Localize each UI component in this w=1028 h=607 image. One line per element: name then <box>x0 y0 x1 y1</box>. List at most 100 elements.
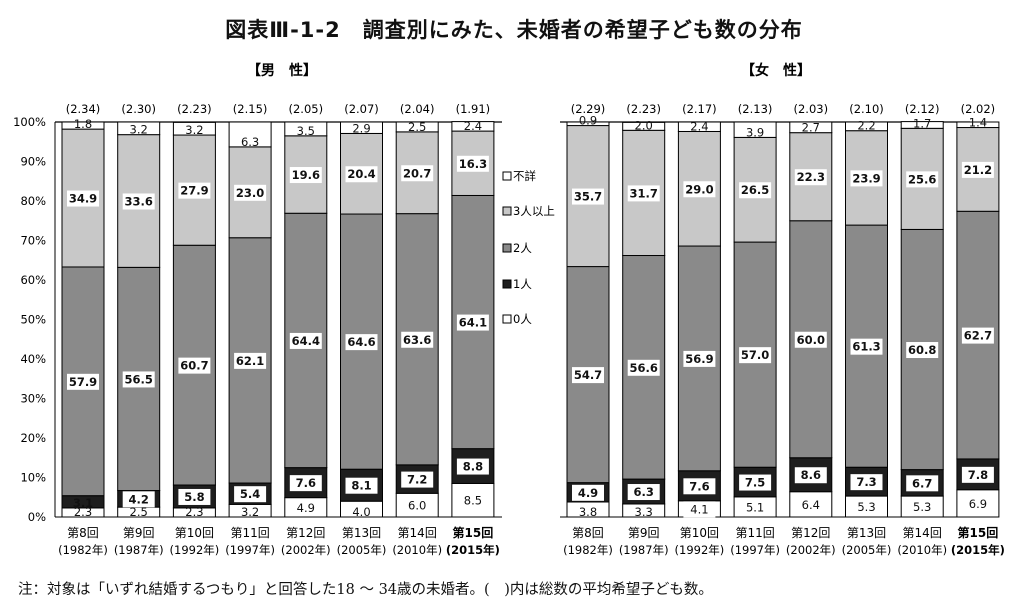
x-tick-label: 第8回 <box>67 526 99 540</box>
bar-segment-unknown <box>733 121 777 138</box>
data-label-bg <box>289 332 322 349</box>
footnote: 注：対象は「いずれ結婚するつもり」と回答した18 ～ 34歳の未婚者。( )内は… <box>18 582 713 598</box>
x-tick-label: (1987年) <box>619 543 669 557</box>
data-label: 16.3 <box>459 157 487 171</box>
data-label: 64.1 <box>459 316 487 330</box>
data-label-bg <box>739 347 772 364</box>
bar-segment-unknown <box>117 121 161 136</box>
data-label: 57.0 <box>741 348 769 362</box>
bar-segment-unknown <box>451 121 495 132</box>
data-label: 2.4 <box>690 119 708 133</box>
x-tick-label: (2010年) <box>392 543 442 557</box>
data-label: 21.2 <box>964 163 992 177</box>
y-tick-label: 90% <box>20 155 46 169</box>
data-label: 0.9 <box>579 114 597 128</box>
data-label: 6.3 <box>241 135 259 149</box>
data-label-bg <box>627 359 660 376</box>
data-label: 64.6 <box>347 335 375 349</box>
data-label: 3.2 <box>130 123 148 137</box>
data-label-bg <box>401 471 434 488</box>
y-tick-label: 70% <box>20 234 46 248</box>
data-label: 4.9 <box>297 501 315 515</box>
y-tick-label: 0% <box>28 510 46 524</box>
data-label: 3.1 <box>73 496 93 510</box>
data-label: 1.7 <box>913 116 931 130</box>
data-label: 54.7 <box>574 368 602 382</box>
data-label: 23.0 <box>236 186 264 200</box>
data-label: 2.3 <box>74 505 92 519</box>
data-label: 63.6 <box>403 333 431 347</box>
data-label: 2.0 <box>635 118 653 132</box>
x-tick-label: 第14回 <box>398 526 437 540</box>
data-label-bg <box>683 501 716 518</box>
data-label-bg <box>456 492 489 509</box>
data-label: 5.8 <box>184 490 204 504</box>
data-label: 3.3 <box>635 505 653 519</box>
data-label-bg <box>122 371 155 388</box>
data-label: 7.3 <box>856 475 876 489</box>
data-label: 4.2 <box>129 492 149 506</box>
data-label-bg <box>961 466 994 483</box>
data-label-bg <box>456 155 489 172</box>
data-label-bg <box>961 495 994 512</box>
data-label: 5.1 <box>746 500 764 514</box>
panel-title: 【女 性】 <box>741 62 811 79</box>
data-label: 2.7 <box>802 121 820 135</box>
x-tick-label: 第10回 <box>680 526 719 540</box>
data-label: 6.9 <box>969 497 987 511</box>
bar-segment-unknown <box>61 121 105 130</box>
x-tick-label: (1982年) <box>58 543 108 557</box>
average-label: (2.30) <box>121 102 156 116</box>
x-tick-label: 第13回 <box>342 526 381 540</box>
data-label-bg <box>572 367 604 384</box>
average-label: (2.13) <box>738 102 773 116</box>
data-label-bg <box>178 488 211 505</box>
y-tick-label: 80% <box>20 194 46 208</box>
bar-segment-unknown <box>845 121 888 132</box>
data-label-bg <box>850 338 883 355</box>
data-label: 64.4 <box>292 334 320 348</box>
legend-swatch <box>502 243 512 253</box>
x-tick-label: (1982年) <box>563 543 613 557</box>
data-label-bg <box>289 167 322 184</box>
legend-swatch <box>502 206 512 216</box>
data-label: 1.4 <box>969 116 987 130</box>
x-tick-label: 第10回 <box>175 526 214 540</box>
data-label: 7.2 <box>407 473 427 487</box>
data-label-bg <box>456 314 489 331</box>
x-tick-label: 第11回 <box>735 526 774 540</box>
y-tick-label: 60% <box>20 273 46 287</box>
data-label-bg <box>178 357 211 374</box>
data-label-bg <box>401 331 434 348</box>
data-label-bg <box>401 165 434 182</box>
data-label: 3.2 <box>185 123 203 137</box>
bars: 2.33.157.934.91.8(2.34)第8回(1982年)2.54.25… <box>58 102 1005 557</box>
x-tick-label: (2015年) <box>446 543 500 557</box>
data-label-bg <box>739 499 772 516</box>
x-tick-label: (2015年) <box>951 543 1005 557</box>
average-label: (2.34) <box>66 102 101 116</box>
data-label: 25.6 <box>908 172 936 186</box>
x-tick-label: 第15回 <box>453 525 494 540</box>
y-tick-label: 100% <box>13 115 46 129</box>
data-label: 6.3 <box>634 485 654 499</box>
data-label-bg <box>178 182 211 199</box>
legend-label: 1人 <box>513 277 532 291</box>
data-label: 5.3 <box>913 500 931 514</box>
data-label-bg <box>906 171 939 188</box>
data-label: 23.9 <box>852 171 880 185</box>
x-tick-label: 第9回 <box>628 526 660 540</box>
data-label: 57.9 <box>69 375 97 389</box>
bar-segment-unknown <box>622 121 666 131</box>
x-tick-label: (2005年) <box>337 543 387 557</box>
average-label: (2.12) <box>905 102 940 116</box>
y-tick-label: 10% <box>20 471 46 485</box>
bar-segment-unknown <box>789 121 833 134</box>
data-label: 1.8 <box>74 117 92 131</box>
data-label-bg <box>906 342 939 359</box>
data-label: 2.9 <box>352 121 370 135</box>
data-label: 5.3 <box>857 500 875 514</box>
data-label-bg <box>739 182 772 199</box>
x-tick-label: 第8回 <box>572 526 604 540</box>
